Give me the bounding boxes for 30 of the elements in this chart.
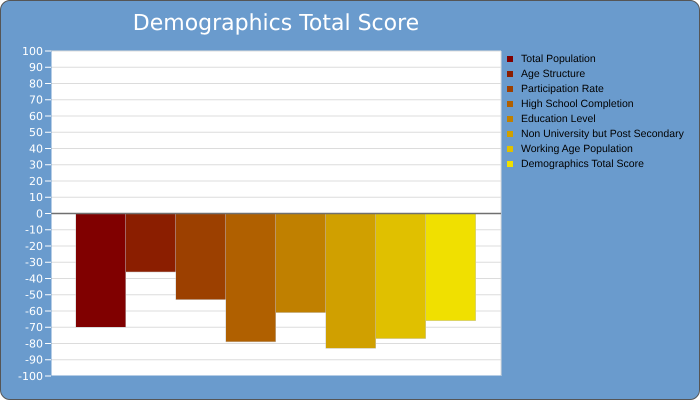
y-tick-label: -90 [25, 354, 43, 367]
legend-label: Age Structure [521, 68, 586, 80]
y-tick-label: 30 [29, 158, 43, 172]
y-tick-label: 20 [29, 174, 43, 188]
legend-label: Total Population [521, 52, 596, 64]
y-tick-label: -100 [18, 370, 43, 383]
legend-label: Education Level [521, 112, 596, 124]
y-tick-label: -40 [25, 272, 43, 286]
y-tick-label: -80 [25, 337, 43, 350]
y-tick-label: 80 [29, 77, 43, 90]
y-tick-label: -50 [25, 288, 43, 302]
y-tick-label: -10 [25, 224, 43, 237]
legend-label: Participation Rate [521, 82, 604, 94]
legend-label: Non University but Post Secondary [521, 128, 684, 140]
y-tick-label: 40 [29, 142, 43, 156]
y-tick-label: -30 [25, 256, 43, 270]
legend-label: High School Completion [521, 98, 634, 110]
legend-label: Working Age Population [521, 142, 633, 154]
y-tick-label: 50 [29, 126, 43, 140]
y-tick-label: 0 [36, 207, 43, 220]
y-tick-label: -20 [25, 240, 43, 253]
y-tick-label: 70 [29, 94, 43, 107]
y-tick-label: 100 [22, 44, 43, 58]
legend-label: Demographics Total Score [521, 158, 644, 170]
y-tick-label: -70 [25, 321, 43, 334]
y-tick-label: 90 [29, 61, 43, 74]
chart-title: Demographics Total Score [132, 11, 420, 36]
y-tick-label: -60 [25, 304, 43, 318]
y-tick-label: 60 [29, 110, 43, 123]
y-tick-label: 10 [29, 191, 43, 204]
